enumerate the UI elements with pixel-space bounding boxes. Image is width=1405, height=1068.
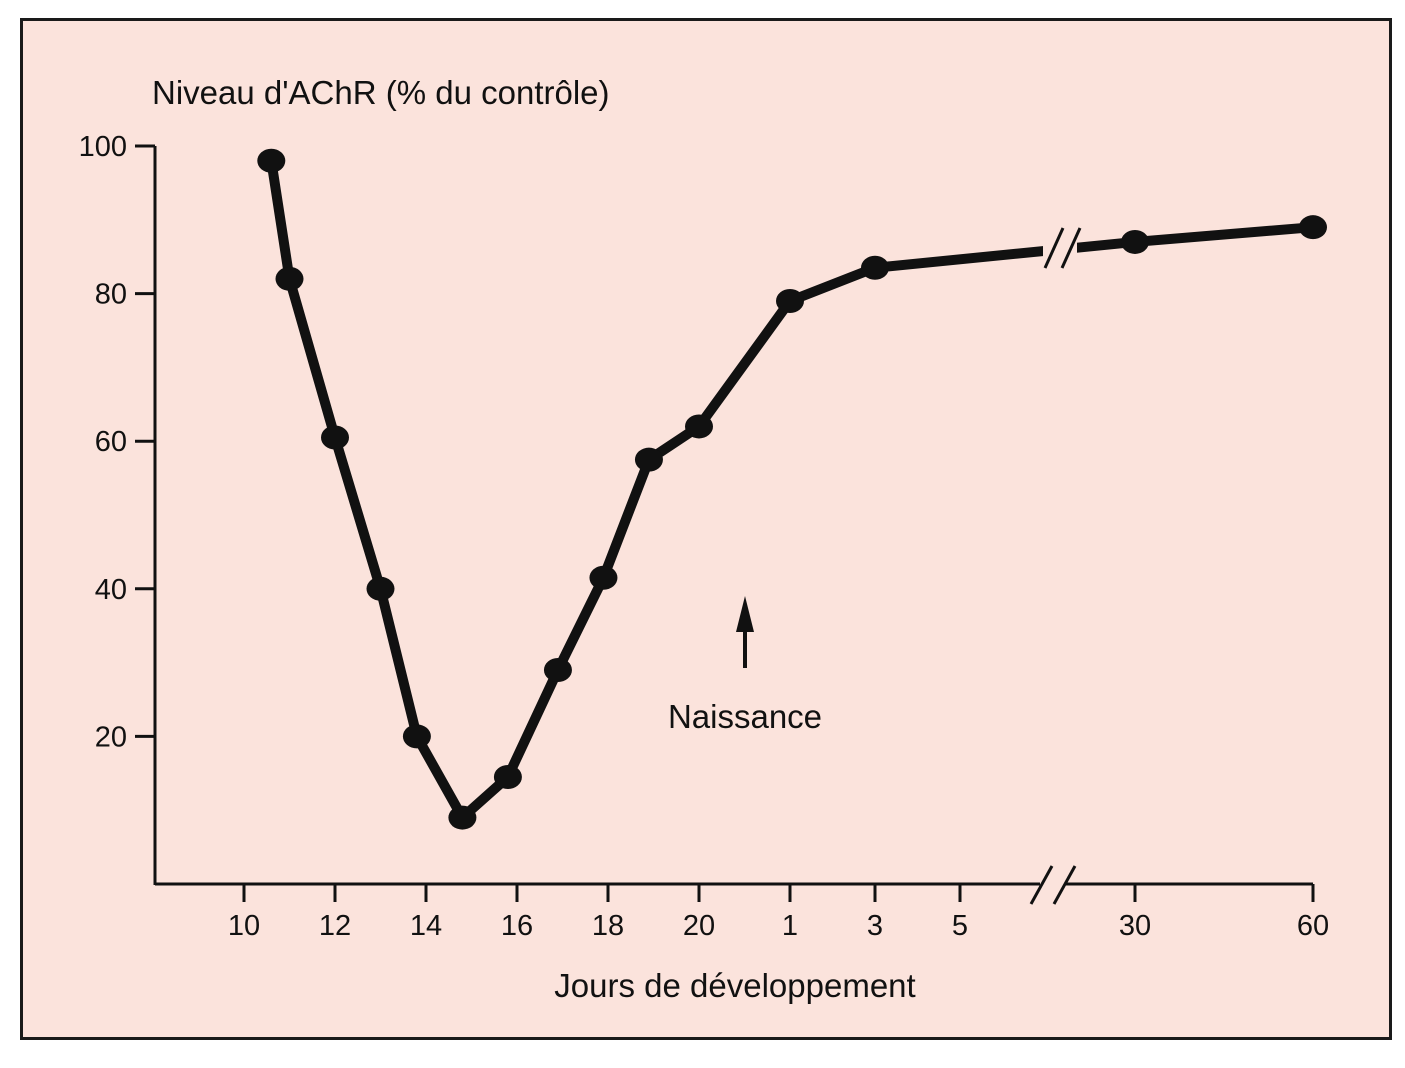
y-axis-title: Niveau d'AChR (% du contrôle) [152,74,610,111]
x-tick-label: 10 [228,910,260,942]
chart-frame [20,18,1392,1040]
birth-label: Naissance [668,698,822,735]
x-tick-label: 1 [782,910,798,942]
x-tick-label: 3 [867,910,883,942]
x-tick-label: 12 [319,910,351,942]
y-tick-label: 40 [95,574,127,606]
x-tick-label: 16 [501,910,533,942]
series-points [257,148,1327,830]
y-tick-label: 80 [95,279,127,311]
data-point [634,447,663,472]
data-point [1299,215,1327,240]
data-point [685,414,713,439]
x-axis-title: Jours de développement [554,967,915,1004]
x-tick-label: 14 [410,910,442,942]
data-point [589,565,618,590]
data-point [366,576,395,601]
y-tick-label: 100 [79,131,127,163]
birth-annotation: Naissance [668,596,822,735]
x-axis-break-mark-1 [1029,865,1054,905]
data-point [257,148,286,173]
data-point [543,657,572,682]
x-tick-label: 5 [952,910,968,942]
x-ticks: 10 12 14 16 18 20 1 3 5 30 60 [228,884,1329,942]
birth-arrow-head [736,596,754,632]
y-tick-label: 20 [95,721,127,753]
data-point [448,805,477,830]
data-point [1121,229,1149,254]
x-tick-label: 30 [1119,910,1151,942]
x-tick-label: 60 [1297,910,1329,942]
data-point [402,724,431,749]
y-ticks: 20 40 60 80 100 [79,131,155,753]
x-tick-label: 20 [683,910,715,942]
data-point [493,764,522,789]
data-point [275,266,304,291]
data-point [776,288,804,313]
data-point [321,425,349,450]
y-tick-label: 60 [95,426,127,458]
series-break-mark-1 [1043,227,1065,269]
x-tick-label: 18 [592,910,624,942]
data-point [861,255,889,280]
series-break-mark-2 [1060,227,1082,269]
x-axis-break-mark-2 [1052,865,1077,905]
